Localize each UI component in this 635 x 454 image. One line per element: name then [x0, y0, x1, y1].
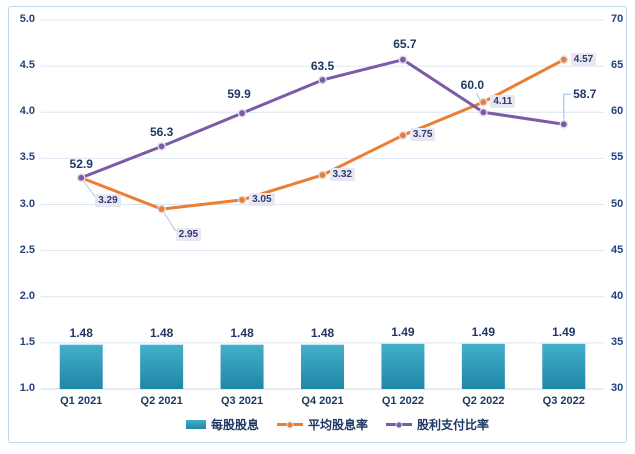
legend-label: 平均股息率 — [307, 418, 368, 432]
data-point-marker — [318, 75, 327, 85]
bar — [461, 343, 505, 389]
legend-item: 股利支付比率 — [386, 416, 489, 433]
legend-item: 每股股息 — [185, 416, 259, 433]
data-point-marker — [237, 108, 247, 118]
label-leader-line — [82, 180, 96, 198]
data-point-marker — [157, 204, 166, 214]
legend-label: 股利支付比率 — [417, 418, 490, 432]
bar — [301, 344, 344, 389]
data-point-marker — [237, 195, 247, 205]
bar — [59, 344, 103, 389]
data-point-marker — [559, 55, 569, 64]
label-leader-line — [563, 93, 571, 120]
data-point-marker — [318, 170, 327, 180]
data-point-marker — [398, 131, 408, 140]
bar — [220, 344, 264, 389]
chart-canvas — [41, 19, 604, 390]
data-point-marker — [479, 97, 488, 107]
chart-frame: 5.0 70 4.5 65 4.0 60 3.5 55 3.0 50 2.5 45 2.0 40 1.5 35… — [8, 6, 627, 443]
bar — [542, 343, 586, 389]
bar — [381, 343, 425, 389]
legend-line-marker — [386, 420, 412, 429]
data-point-marker — [479, 107, 488, 117]
data-point-marker — [559, 119, 569, 129]
label-leader-line — [163, 211, 177, 232]
data-point-marker — [398, 55, 408, 64]
legend-label: 每股股息 — [210, 418, 259, 432]
data-point-marker — [157, 142, 166, 151]
legend-item: 平均股息率 — [276, 416, 368, 433]
legend-bar-swatch — [185, 420, 206, 429]
data-point-marker — [76, 173, 86, 183]
chart-legend: 每股股息 平均股息率 股利支付比率 — [49, 416, 626, 433]
legend-line-marker — [276, 420, 303, 429]
bar — [140, 344, 184, 389]
